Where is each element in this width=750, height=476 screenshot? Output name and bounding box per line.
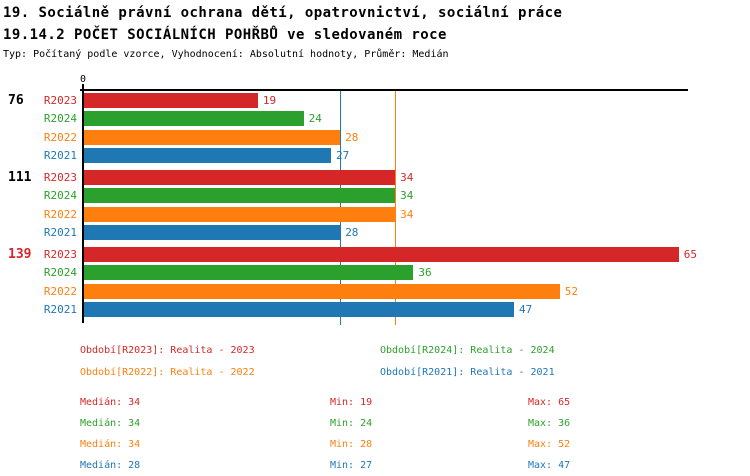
bar-row-label-r2023: R2023 <box>43 171 77 184</box>
x-axis-zero-label: 0 <box>79 74 87 85</box>
x-axis-line <box>80 89 688 91</box>
bar-row-label-r2022: R2022 <box>43 284 77 298</box>
median-reference-line-r2022 <box>395 91 397 325</box>
bar-r2024 <box>84 111 304 127</box>
bar-r2021 <box>84 302 515 318</box>
stat-max-r2021: Max: 47 <box>528 460 571 471</box>
bar-value-label-r2024: 34 <box>400 189 414 203</box>
bar-value-label-r2023: 19 <box>262 94 277 107</box>
stat-max-r2023: Max: 65 <box>528 397 571 408</box>
legend-item-r2024: Období[R2024]: Realita - 2024 <box>380 345 555 356</box>
bar-r2023 <box>84 93 258 108</box>
stat-max-r2024: Max: 36 <box>528 418 571 429</box>
group-label-76: 76 <box>8 93 24 108</box>
bar-r2023 <box>84 247 679 262</box>
bar-row-label-r2021: R2021 <box>43 303 77 317</box>
bar-row-label-r2021: R2021 <box>43 226 77 240</box>
bar-row-label-r2022: R2022 <box>43 207 77 221</box>
bar-r2022 <box>84 129 341 145</box>
bar-value-label-r2022: 28 <box>345 130 359 144</box>
bar-value-label-r2022: 34 <box>400 207 414 221</box>
y-axis-line <box>82 84 84 323</box>
stat-min-r2024: Min: 24 <box>330 418 373 429</box>
legend-item-r2023: Období[R2023]: Realita - 2023 <box>80 345 255 356</box>
group-label-139: 139 <box>8 247 32 262</box>
bar-value-label-r2024: 24 <box>308 112 322 126</box>
bar-row-label-r2023: R2023 <box>43 248 77 261</box>
bar-value-label-r2021: 27 <box>336 149 350 163</box>
bar-row-label-r2022: R2022 <box>43 130 77 144</box>
bar-r2024 <box>84 265 414 281</box>
bar-value-label-r2021: 28 <box>345 226 359 240</box>
chart-meta-line: Typ: Počítaný podle vzorce, Vyhodnocení:… <box>3 49 449 60</box>
group-label-111: 111 <box>8 170 32 185</box>
bar-row-label-r2021: R2021 <box>43 149 77 163</box>
legend-item-r2021: Období[R2021]: Realita - 2021 <box>380 367 555 378</box>
bar-row-label-r2023: R2023 <box>43 94 77 107</box>
chart-title: 19.14.2 POČET SOCIÁLNÍCH POHŘBŮ ve sledo… <box>3 27 447 43</box>
bar-value-label-r2023: 34 <box>400 171 414 184</box>
bar-value-label-r2024: 36 <box>418 266 432 280</box>
bar-row-label-r2024: R2024 <box>43 189 77 203</box>
stat-min-r2022: Min: 28 <box>330 439 373 450</box>
bar-r2022 <box>84 283 560 299</box>
bar-r2024 <box>84 188 396 204</box>
stat-min-r2021: Min: 27 <box>330 460 373 471</box>
stat-min-r2023: Min: 19 <box>330 397 373 408</box>
report-section-title: 19. Sociálně právní ochrana dětí, opatro… <box>3 5 563 21</box>
bar-row-label-r2024: R2024 <box>43 112 77 126</box>
bar-r2023 <box>84 170 396 185</box>
bar-value-label-r2022: 52 <box>564 284 579 298</box>
stat-median-r2021: Medián: 28 <box>80 460 141 471</box>
bar-value-label-r2021: 47 <box>519 303 533 317</box>
stat-median-r2023: Medián: 34 <box>80 397 141 408</box>
bar-r2022 <box>84 206 396 222</box>
legend-item-r2022: Období[R2022]: Realita - 2022 <box>80 367 255 378</box>
stat-median-r2024: Medián: 34 <box>80 418 141 429</box>
bar-value-label-r2023: 65 <box>683 248 697 261</box>
bar-r2021 <box>84 225 341 241</box>
stat-median-r2022: Medián: 34 <box>80 439 141 450</box>
bar-r2021 <box>84 148 332 164</box>
stat-max-r2022: Max: 52 <box>528 439 571 450</box>
bar-row-label-r2024: R2024 <box>43 266 77 280</box>
